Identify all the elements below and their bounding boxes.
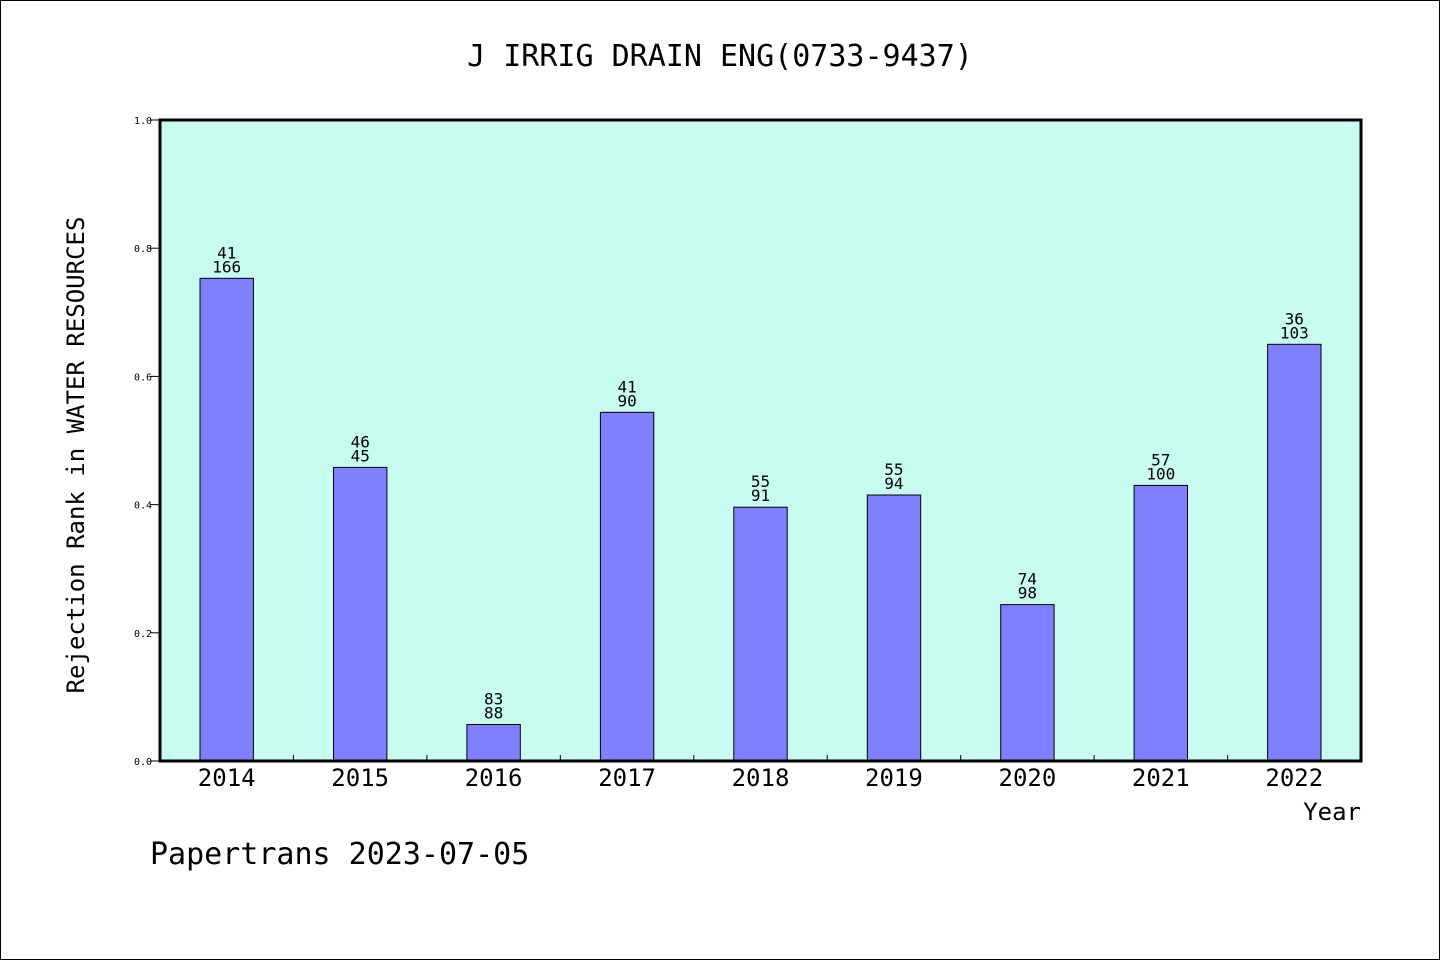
y-tick-label-0.4: 0.4 — [134, 501, 152, 512]
x-tick-label-2022: 2022 — [1265, 764, 1323, 792]
bar-2016 — [466, 724, 521, 762]
bar-label-bottom-2015: 45 — [351, 446, 370, 465]
bar-2014 — [199, 277, 254, 762]
y-tick-label-0.8: 0.8 — [134, 244, 152, 255]
bar-label-top-2018: 55 — [751, 472, 770, 491]
bar-2017 — [599, 411, 655, 762]
chart-title: J IRRIG DRAIN ENG(0733-9437) — [467, 39, 973, 74]
footer-date-stamp: Papertrans 2023-07-05 — [150, 837, 529, 872]
bar-2022 — [1267, 343, 1322, 762]
bar-label-top-2016: 83 — [484, 690, 503, 709]
bar-label-bottom-2017: 90 — [617, 391, 636, 410]
x-axis-label: Year — [1303, 798, 1361, 826]
x-tick-label-2014: 2014 — [198, 764, 256, 792]
bar-label-bottom-2020: 98 — [1018, 584, 1037, 603]
bar-label-bottom-2014: 166 — [212, 257, 241, 276]
y-tick-label-0.6: 0.6 — [134, 372, 152, 383]
x-axis: 2014 2015 2016 2017 2018 2019 2020 2021 2022 — [198, 755, 1323, 792]
bar-label-bottom-2016: 88 — [484, 704, 503, 723]
x-tick-label-2017: 2017 — [598, 764, 656, 792]
bar-2015 — [333, 466, 388, 762]
x-tick-label-2015: 2015 — [331, 764, 389, 792]
bar-label-top-2015: 46 — [351, 432, 370, 451]
y-tick-label-0.2: 0.2 — [134, 629, 152, 640]
x-tick-label-2016: 2016 — [465, 764, 523, 792]
y-axis: 0.0 0.2 0.4 0.6 0.8 1.0 — [134, 116, 160, 768]
x-tick-label-2018: 2018 — [732, 764, 790, 792]
bar-2019 — [866, 494, 922, 762]
bar-label-bottom-2022: 103 — [1280, 323, 1309, 342]
x-tick-label-2021: 2021 — [1132, 764, 1190, 792]
bar-label-bottom-2019: 94 — [884, 474, 903, 493]
bar-2020 — [1000, 604, 1055, 762]
bar-label-top-2014: 41 — [217, 243, 236, 262]
bars-layer — [199, 277, 1322, 762]
x-tick-label-2019: 2019 — [865, 764, 923, 792]
plot-border — [158, 118, 1363, 763]
bar-label-top-2019: 55 — [884, 460, 903, 479]
bar-2018 — [733, 506, 788, 762]
bar-label-top-2022: 36 — [1285, 309, 1304, 328]
y-tick-label-1.0: 1.0 — [134, 116, 152, 127]
bar-label-top-2020: 74 — [1018, 570, 1037, 589]
bar-label-bottom-2018: 91 — [751, 486, 770, 505]
bar-2021 — [1133, 484, 1188, 762]
bar-label-top-2021: 57 — [1151, 450, 1170, 469]
bar-label-bottom-2021: 100 — [1146, 464, 1175, 483]
y-tick-label-0.0: 0.0 — [134, 757, 152, 768]
x-tick-label-2020: 2020 — [999, 764, 1057, 792]
bar-label-top-2017: 41 — [617, 377, 636, 396]
y-axis-label: Rejection Rank in WATER RESOURCES — [62, 217, 90, 694]
